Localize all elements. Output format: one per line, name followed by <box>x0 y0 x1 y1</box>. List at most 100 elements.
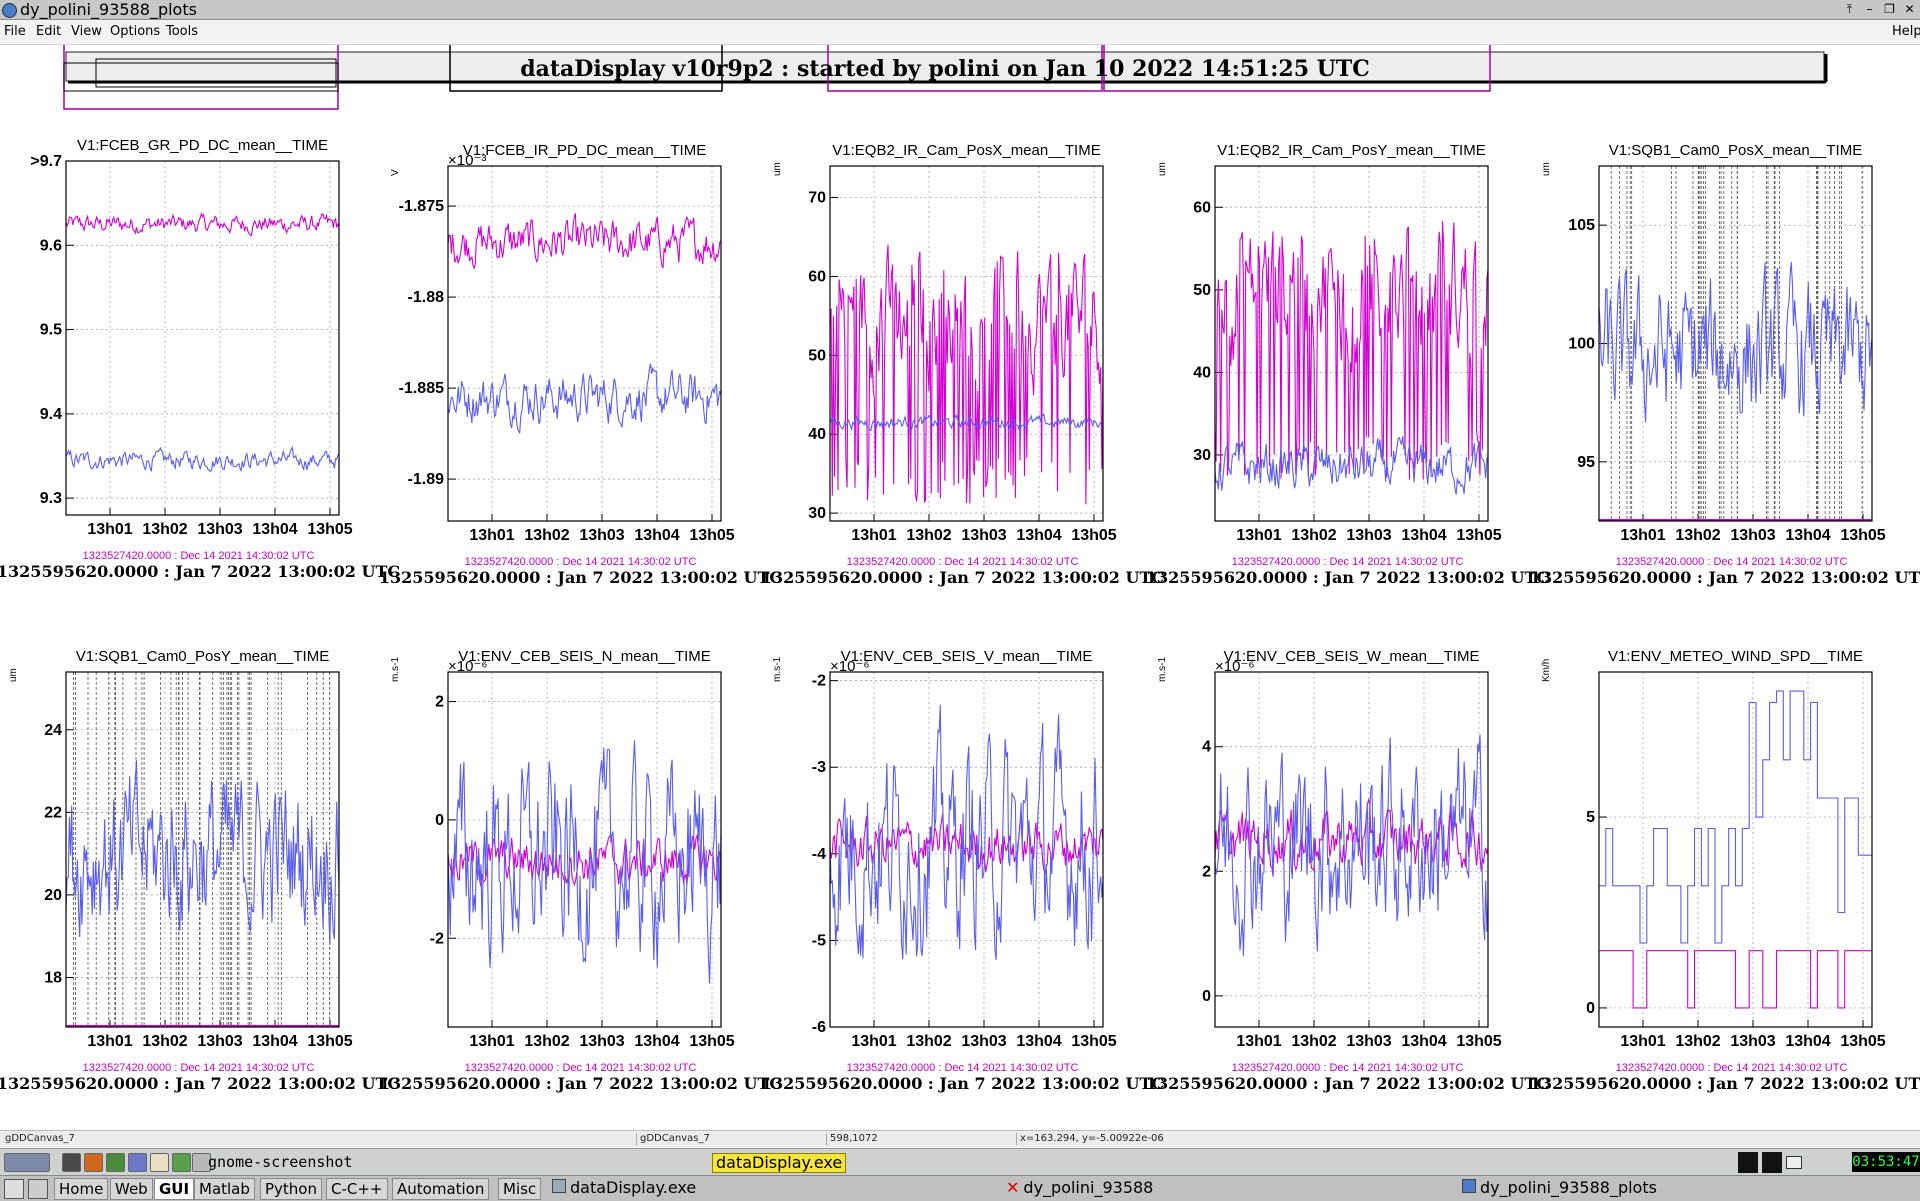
show-desktop-icon[interactable] <box>4 1179 24 1199</box>
net-monitor-icon[interactable] <box>1762 1152 1782 1173</box>
window-icon <box>1462 1179 1476 1193</box>
y-tick-label: 0 <box>1202 988 1211 1005</box>
workspace-misc[interactable]: Misc <box>498 1178 542 1200</box>
workspace-cpp[interactable]: C-C++ <box>326 1178 388 1200</box>
y-tick-label: 4 <box>1202 739 1211 756</box>
workspace-automation[interactable]: Automation <box>392 1178 490 1200</box>
series-1-line <box>829 244 1104 505</box>
task-dy-polini-plots[interactable]: dy_polini_93588_plots <box>1462 1178 1657 1198</box>
plots-svg[interactable]: dataDisplay v10r9p2 : started by polini … <box>0 45 1920 1130</box>
x-tick-label: 13h01 <box>469 527 514 544</box>
workspace-python[interactable]: Python <box>260 1178 322 1200</box>
cpu-monitor-icon[interactable] <box>1738 1152 1758 1173</box>
y-unit-label: um <box>8 668 19 682</box>
keep-on-top-icon[interactable]: ⤒ <box>1846 2 1853 16</box>
menu-edit[interactable]: Edit <box>36 24 62 39</box>
start-time: 1325595620.0000 : Jan 7 2022 13:00:02 UT… <box>0 562 400 581</box>
banner-overlay-frame <box>827 45 1103 92</box>
files-icon[interactable] <box>192 1153 211 1172</box>
y-tick-label: 60 <box>1193 199 1211 216</box>
y-tick-label: 0 <box>435 812 444 829</box>
workspace-gui[interactable]: GUI <box>154 1178 195 1200</box>
x-tick-label: 13h01 <box>851 527 896 544</box>
plot-title: V1:EQB2_IR_Cam_PosX_mean__TIME <box>832 142 1100 159</box>
start-time: 1325595620.0000 : Jan 7 2022 13:00:02 UT… <box>1530 568 1920 587</box>
series-2-line <box>447 740 722 984</box>
workspace-matlab[interactable]: Matlab <box>194 1178 255 1200</box>
x-tick-label: 13h04 <box>1016 1033 1061 1050</box>
y-tick-label: >9.7 <box>30 153 62 170</box>
y-tick-label: 60 <box>808 268 826 285</box>
y-tick-label: 9.6 <box>40 237 62 254</box>
y-tick-label: 40 <box>808 426 826 443</box>
menubar: File Edit View Options Tools Help <box>0 20 1920 45</box>
menu-options[interactable]: Options <box>110 24 161 39</box>
settings-icon[interactable] <box>106 1153 125 1172</box>
close-icon[interactable]: ✕ <box>1904 2 1915 16</box>
plot-frame <box>1214 165 1489 522</box>
x-tick-label: 13h03 <box>1730 1033 1775 1050</box>
start-time: 1325595620.0000 : Jan 7 2022 13:00:02 UT… <box>761 568 1164 587</box>
browser-icon[interactable] <box>84 1153 103 1172</box>
y-unit-label: V <box>390 169 401 176</box>
banner-box <box>65 51 1825 82</box>
banner-overlay-frame <box>1103 45 1491 92</box>
y-tick-label: 50 <box>1193 282 1211 299</box>
x-tick-label: 13h04 <box>252 1033 297 1050</box>
terminal-icon[interactable] <box>62 1153 81 1172</box>
workspace-icon[interactable] <box>28 1179 48 1199</box>
x-tick-label: 13h02 <box>142 521 187 538</box>
x-tick-label: 13h03 <box>1730 527 1775 544</box>
series-2-line <box>1214 436 1489 495</box>
y-exponent-label: ×10⁻⁶ <box>448 658 488 675</box>
plot-frame <box>829 165 1104 522</box>
minimize-icon[interactable]: – <box>1866 2 1873 16</box>
x-tick-label: 13h04 <box>1785 1033 1830 1050</box>
mail-icon[interactable] <box>1786 1156 1802 1169</box>
workspace-home[interactable]: Home <box>54 1178 109 1200</box>
network-icon[interactable] <box>128 1153 147 1172</box>
menu-view[interactable]: View <box>71 24 102 39</box>
x-tick-label: 13h02 <box>524 527 569 544</box>
plot-frame <box>1214 671 1489 1028</box>
y-tick-label: -3 <box>812 759 826 776</box>
command-input[interactable]: gnome-screenshot <box>208 1153 353 1171</box>
editor-icon[interactable] <box>150 1153 169 1172</box>
x-tick-label: 13h05 <box>1071 1033 1116 1050</box>
banner-title: dataDisplay v10r9p2 : started by polini … <box>520 56 1370 82</box>
y-tick-label: 30 <box>808 505 826 522</box>
y-tick-label: -1.875 <box>399 198 444 215</box>
workspace-web[interactable]: Web <box>110 1178 153 1200</box>
menu-help[interactable]: Help <box>1892 24 1920 39</box>
x-tick-label: 13h03 <box>961 527 1006 544</box>
running-app-indicator[interactable]: dataDisplay.exe <box>712 1153 847 1173</box>
task-datadisplay[interactable]: dataDisplay.exe <box>552 1178 696 1198</box>
maximize-icon[interactable]: ❐ <box>1884 2 1895 16</box>
x-tick-label: 13h04 <box>1401 527 1446 544</box>
series-1-line <box>65 212 340 237</box>
plot-title: V1:SQB1_Cam0_PosX_mean__TIME <box>1609 142 1862 159</box>
y-tick-label: -6 <box>812 1019 826 1036</box>
y-tick-label: -1.89 <box>408 471 445 488</box>
task-dy-polini[interactable]: ✕ dy_polini_93588 <box>1006 1178 1153 1198</box>
plot-frame <box>1598 165 1873 522</box>
y-tick-label: 2 <box>435 694 444 711</box>
x-tick-label: 13h01 <box>1620 527 1665 544</box>
menu-file[interactable]: File <box>4 24 26 39</box>
menu-tools[interactable]: Tools <box>166 24 199 39</box>
distro-logo-icon[interactable] <box>4 1153 50 1172</box>
task-dy-polini-label: dy_polini_93588 <box>1023 1178 1154 1197</box>
reference-time: 1323527420.0000 : Dec 14 2021 14:30:02 U… <box>83 550 315 562</box>
plot-title: V1:FCEB_GR_PD_DC_mean__TIME <box>77 137 328 154</box>
y-tick-label: 9.3 <box>40 490 62 507</box>
y-tick-label: -1.88 <box>408 289 445 306</box>
y-tick-label: 30 <box>1193 447 1211 464</box>
y-tick-label: 100 <box>1568 336 1595 353</box>
calc-icon[interactable] <box>172 1153 191 1172</box>
start-time: 1325595620.0000 : Jan 7 2022 13:00:02 UT… <box>0 1074 400 1093</box>
plot-canvas[interactable]: dataDisplay v10r9p2 : started by polini … <box>0 45 1920 1130</box>
y-tick-label: 9.4 <box>40 406 62 423</box>
plot-title: V1:ENV_CEB_SEIS_V_mean__TIME <box>841 648 1093 665</box>
command-bar: gnome-screenshot dataDisplay.exe 03:53:4… <box>0 1148 1920 1190</box>
window-titlebar[interactable]: dy_polini_93588_plots ⤒ – ❐ ✕ <box>0 0 1920 20</box>
